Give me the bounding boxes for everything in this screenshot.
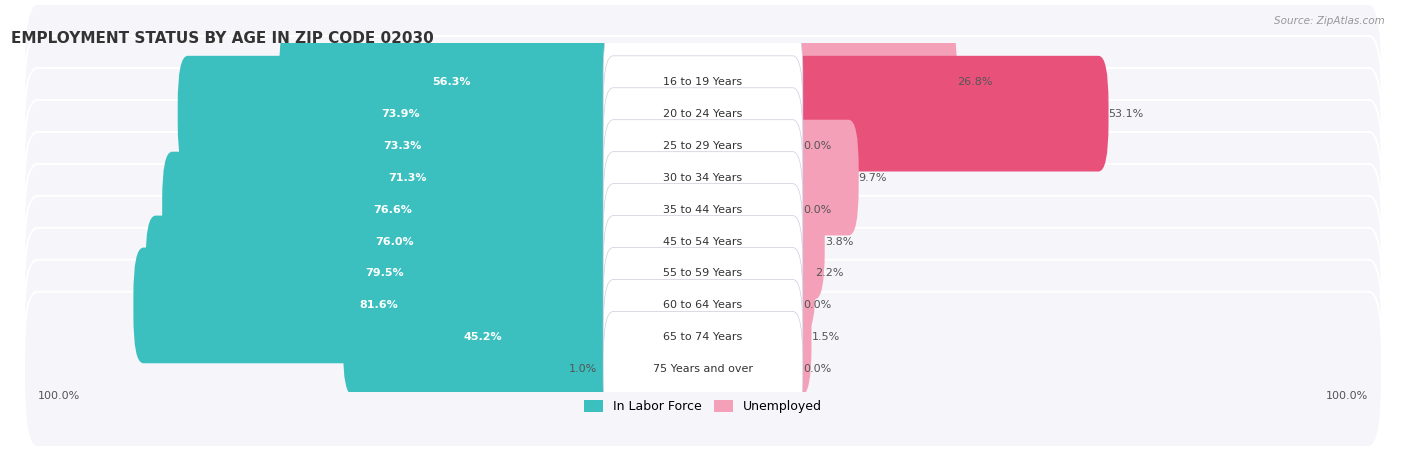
Text: 26.8%: 26.8%: [957, 77, 993, 87]
FancyBboxPatch shape: [145, 216, 623, 331]
FancyBboxPatch shape: [24, 260, 1382, 415]
FancyBboxPatch shape: [24, 68, 1382, 223]
FancyBboxPatch shape: [24, 196, 1382, 351]
Text: 100.0%: 100.0%: [1326, 391, 1368, 401]
Text: 76.6%: 76.6%: [373, 205, 412, 215]
FancyBboxPatch shape: [603, 248, 803, 363]
Text: 9.7%: 9.7%: [859, 173, 887, 183]
FancyBboxPatch shape: [24, 4, 1382, 159]
FancyBboxPatch shape: [134, 248, 623, 363]
Text: 45 to 54 Years: 45 to 54 Years: [664, 236, 742, 247]
FancyBboxPatch shape: [783, 216, 815, 331]
Text: 73.9%: 73.9%: [381, 109, 420, 119]
FancyBboxPatch shape: [603, 280, 803, 395]
Text: 2.2%: 2.2%: [815, 268, 844, 278]
Text: 71.3%: 71.3%: [388, 173, 427, 183]
Text: 0.0%: 0.0%: [803, 205, 831, 215]
FancyBboxPatch shape: [603, 56, 803, 171]
Text: 16 to 19 Years: 16 to 19 Years: [664, 77, 742, 87]
FancyBboxPatch shape: [278, 24, 623, 139]
FancyBboxPatch shape: [24, 292, 1382, 447]
Text: Source: ZipAtlas.com: Source: ZipAtlas.com: [1274, 16, 1385, 26]
FancyBboxPatch shape: [343, 280, 623, 395]
FancyBboxPatch shape: [603, 184, 803, 299]
Text: 56.3%: 56.3%: [432, 77, 471, 87]
Text: 65 to 74 Years: 65 to 74 Years: [664, 332, 742, 342]
Text: 55 to 59 Years: 55 to 59 Years: [664, 268, 742, 278]
Text: 81.6%: 81.6%: [359, 300, 398, 310]
FancyBboxPatch shape: [24, 228, 1382, 383]
Text: 53.1%: 53.1%: [1108, 109, 1144, 119]
FancyBboxPatch shape: [181, 88, 623, 203]
Text: 1.0%: 1.0%: [569, 364, 598, 374]
FancyBboxPatch shape: [783, 24, 957, 139]
Text: 0.0%: 0.0%: [803, 364, 831, 374]
FancyBboxPatch shape: [783, 120, 859, 235]
FancyBboxPatch shape: [24, 164, 1382, 319]
FancyBboxPatch shape: [603, 216, 803, 331]
Text: 75 Years and over: 75 Years and over: [652, 364, 754, 374]
Text: 35 to 44 Years: 35 to 44 Years: [664, 205, 742, 215]
FancyBboxPatch shape: [24, 132, 1382, 287]
Text: 100.0%: 100.0%: [38, 391, 80, 401]
Text: 30 to 34 Years: 30 to 34 Years: [664, 173, 742, 183]
Legend: In Labor Force, Unemployed: In Labor Force, Unemployed: [583, 400, 823, 413]
Text: 73.3%: 73.3%: [382, 141, 422, 151]
FancyBboxPatch shape: [598, 312, 623, 427]
FancyBboxPatch shape: [603, 152, 803, 267]
Text: 20 to 24 Years: 20 to 24 Years: [664, 109, 742, 119]
Text: EMPLOYMENT STATUS BY AGE IN ZIP CODE 02030: EMPLOYMENT STATUS BY AGE IN ZIP CODE 020…: [11, 31, 433, 46]
FancyBboxPatch shape: [783, 280, 811, 395]
Text: 3.8%: 3.8%: [825, 236, 853, 247]
FancyBboxPatch shape: [24, 100, 1382, 255]
FancyBboxPatch shape: [603, 24, 803, 139]
FancyBboxPatch shape: [24, 36, 1382, 191]
Text: 76.0%: 76.0%: [375, 236, 413, 247]
FancyBboxPatch shape: [783, 184, 825, 299]
Text: 1.5%: 1.5%: [811, 332, 839, 342]
FancyBboxPatch shape: [162, 152, 623, 267]
Text: 0.0%: 0.0%: [803, 141, 831, 151]
Text: 79.5%: 79.5%: [366, 268, 404, 278]
FancyBboxPatch shape: [166, 184, 623, 299]
FancyBboxPatch shape: [177, 56, 623, 171]
Text: 45.2%: 45.2%: [464, 332, 502, 342]
FancyBboxPatch shape: [783, 56, 1108, 171]
FancyBboxPatch shape: [603, 88, 803, 203]
FancyBboxPatch shape: [193, 120, 623, 235]
Text: 0.0%: 0.0%: [803, 300, 831, 310]
FancyBboxPatch shape: [603, 120, 803, 235]
FancyBboxPatch shape: [603, 312, 803, 427]
Text: 25 to 29 Years: 25 to 29 Years: [664, 141, 742, 151]
Text: 60 to 64 Years: 60 to 64 Years: [664, 300, 742, 310]
